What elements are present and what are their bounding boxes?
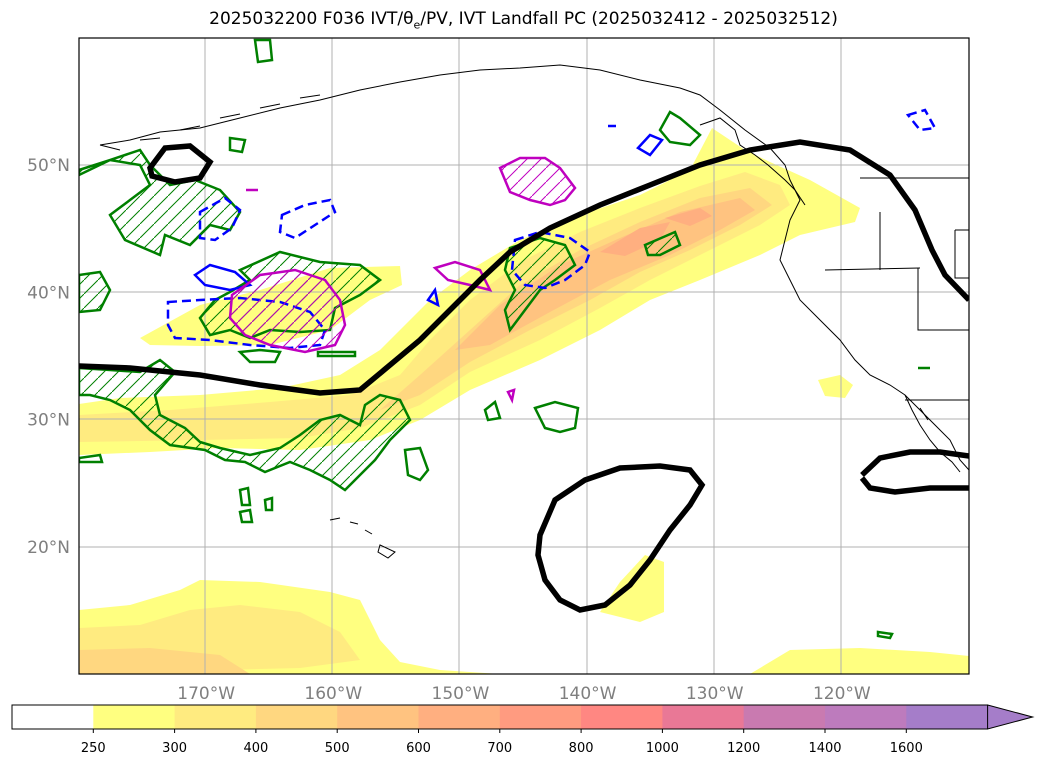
colorbar-tick-label: 250 [81, 741, 106, 756]
lat-tick-label: 40°N [27, 283, 70, 303]
canada-coast-islands [699, 117, 806, 206]
colorbar-segment [662, 705, 745, 729]
colorbar-segment [255, 705, 338, 729]
ivt-colorbar [11, 704, 1035, 730]
green-contour-ne2 [643, 230, 682, 257]
colorbar-segment [12, 705, 94, 729]
blue-contour-dashed-3 [278, 198, 337, 240]
map-frame [78, 37, 970, 675]
landfall-pc-contour-east [859, 449, 969, 495]
colorbar-segment [825, 705, 907, 729]
blue-contour-dashed-2 [198, 196, 242, 242]
lat-tick-label: 50°N [27, 156, 70, 176]
colorbar-tick-label: 1200 [727, 741, 760, 756]
green-contour-s3 [403, 446, 430, 482]
green-contour-s2 [483, 399, 502, 422]
landfall-pc-contour-main [79, 139, 969, 396]
blue-contour-dashed-5 [905, 108, 937, 132]
ivt-shade-500 [455, 198, 755, 350]
colorbar-tick-labels: 250 300 400 500 600 700 800 1000 1200 1400 1600 [81, 729, 923, 756]
lon-tick-label: 160°W [304, 684, 362, 704]
colorbar-segment [581, 705, 663, 729]
magenta-contours [228, 156, 577, 404]
lon-tick-label: 130°W [686, 684, 744, 704]
ivt-shade-250-se [750, 648, 969, 674]
lat-tick-labels: 20°N 30°N 40°N 50°N [27, 156, 70, 558]
ivt-shade-600 [600, 222, 670, 256]
aleutians [99, 94, 321, 151]
green-contour-ne3 [658, 110, 702, 147]
ivt-shade-250-east [600, 555, 664, 622]
green-contour-n2 [228, 136, 247, 154]
colorbar-segment [499, 705, 582, 729]
green-contour-west-2 [79, 270, 112, 314]
baja-coast [904, 394, 961, 473]
green-contour-s4 [238, 486, 252, 507]
ivt-shade-600-b [665, 208, 712, 226]
green-contour-e2 [876, 630, 894, 640]
us-border-4 [917, 268, 969, 331]
us-border-5 [954, 229, 969, 279]
magenta-contour-3 [432, 260, 493, 292]
green-contour-n [253, 38, 274, 64]
colorbar-extend-arrow [987, 704, 1035, 730]
colorbar-tick-label: 500 [325, 741, 350, 756]
colorbar-segment [337, 705, 419, 729]
landfall-pc-contour-nw [147, 143, 214, 185]
colorbar-segment [174, 705, 257, 729]
lon-tick-label: 150°W [432, 684, 490, 704]
colorbar-tick-label: 800 [569, 741, 594, 756]
colorbar-segment [93, 705, 176, 729]
blue-contour-solid-2 [426, 286, 440, 308]
blue-contour-solid-3 [636, 133, 665, 157]
green-contour-ne [503, 236, 577, 333]
landfall-pc-contour-south [535, 463, 706, 613]
ivt-shade-250-small [818, 375, 853, 398]
blue-contour-dashed-4 [510, 230, 592, 290]
green-contour-s8 [316, 350, 357, 358]
green-contour-s7 [237, 348, 282, 364]
map-title: 2025032200 F036 IVT/θe/PV, IVT Landfall … [209, 9, 838, 32]
colorbar-tick-label: 1400 [808, 741, 841, 756]
lon-tick-labels: 170°W 160°W 150°W 140°W 130°W 120°W [177, 684, 871, 704]
colorbar-tick-label: 600 [406, 741, 431, 756]
green-contour-south [79, 358, 412, 492]
us-border-3 [824, 267, 921, 271]
lon-tick-label: 140°W [559, 684, 617, 704]
lat-tick-label: 30°N [27, 411, 70, 431]
theta-symbol: θ [403, 9, 414, 29]
colorbar-tick-label: 1000 [646, 741, 679, 756]
lon-tick-label: 170°W [177, 684, 235, 704]
colorbar-tick-label: 700 [487, 741, 512, 756]
lat-tick-label: 20°N [27, 538, 70, 558]
ivt-shade-400-south [79, 648, 250, 674]
magenta-contour-4 [506, 388, 516, 404]
green-contour-w [79, 453, 104, 464]
theta-subscript: e [413, 18, 421, 32]
colorbar-tick-label: 400 [243, 741, 268, 756]
green-contour-s6 [263, 496, 274, 512]
colorbar-segment [418, 705, 501, 729]
magenta-contour-2 [498, 156, 577, 207]
hawaii-islands [329, 517, 396, 559]
colorbar-tick-label: 300 [162, 741, 187, 756]
green-contour-s5 [238, 508, 254, 524]
colorbar-segment [906, 705, 989, 729]
colorbar-tick-label: 1600 [890, 741, 923, 756]
green-contour-s1 [533, 400, 580, 434]
landfall-pc-contours [79, 139, 969, 613]
map-area [79, 38, 969, 674]
colorbar-segment [743, 705, 826, 729]
lon-tick-label: 120°W [813, 684, 871, 704]
magenta-contour-1 [228, 268, 347, 354]
